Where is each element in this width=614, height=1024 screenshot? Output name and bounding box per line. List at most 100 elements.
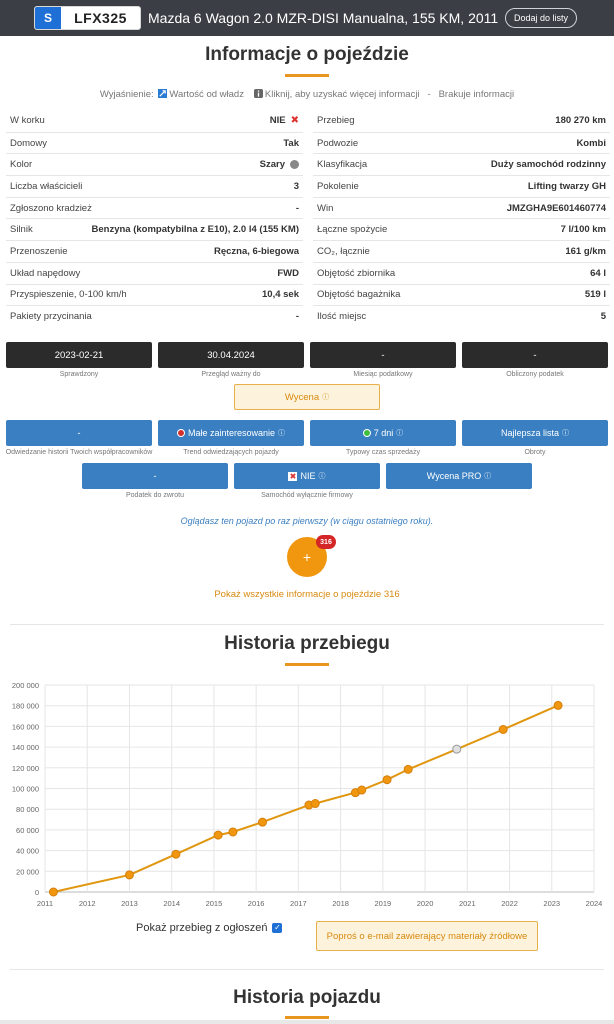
legend-prefix: Wyjaśnienie:	[99, 89, 154, 100]
first-time-note: Oglądasz ten pojazd po raz pierwszy (w c…	[180, 516, 434, 526]
info-icon: ⓘ	[322, 394, 330, 401]
stat-value: NIE	[300, 471, 316, 481]
info-label: Układ napędowy	[10, 267, 81, 279]
title-underline	[285, 74, 329, 77]
ad-mileage-point	[452, 744, 462, 754]
info-icon: ⓘ	[318, 473, 326, 480]
y-tick-label: 100 000	[12, 785, 39, 794]
info-row-mileage: Przebieg 180 270 km	[313, 110, 610, 132]
info-value: 10,4 sek	[262, 289, 299, 301]
count-badge: 316	[316, 535, 336, 549]
vehicle-title: Mazda 6 Wagon 2.0 MZR-DISI Manualna, 155…	[148, 10, 499, 26]
mileage-point	[498, 725, 508, 735]
info-label: Objętość zbiornika	[317, 267, 396, 279]
info-label: Przyspieszenie, 0-100 km/h	[10, 289, 127, 301]
info-row-body: Podwozie Kombi	[313, 131, 610, 154]
stat-value: -	[153, 471, 157, 481]
y-tick-label: 180 000	[12, 702, 39, 711]
visitor-trend-box[interactable]: Małe zainteresowanie ⓘ	[158, 420, 304, 446]
y-tick-label: 0	[35, 888, 39, 897]
info-label: Zgłoszono kradzież	[10, 202, 92, 214]
info-label: Podwozie	[317, 137, 359, 149]
stat-value: -	[77, 428, 81, 438]
info-value: FWD	[277, 267, 299, 279]
title-underline	[285, 1016, 329, 1019]
mileage-point	[48, 887, 58, 897]
mileage-point	[228, 827, 238, 837]
info-label: Pokolenie	[317, 180, 359, 192]
info-value: -	[295, 311, 299, 323]
info-label: CO₂, łącznie	[317, 245, 370, 257]
sale-time-box[interactable]: 7 dni ⓘ	[310, 420, 456, 446]
legend-click: Kliknij, aby uzyskać więcej informacji	[264, 89, 420, 100]
y-tick-label: 20 000	[16, 867, 39, 876]
info-value: JMZGHA9E601460774	[506, 202, 606, 214]
mileage-section-title: Historia przebiegu	[224, 633, 390, 654]
mileage-point	[171, 849, 181, 859]
info-label: W korku	[10, 115, 45, 127]
company-car-box[interactable]: ✖ NIE ⓘ	[234, 463, 380, 489]
info-value: Szary	[259, 159, 285, 171]
info-row-color: Kolor Szary	[6, 153, 303, 175]
info-row-domestic: Domowy Tak	[6, 131, 303, 154]
stat-value: Małe zainteresowanie	[187, 428, 276, 438]
info-icon: ⓘ	[562, 430, 570, 437]
authority-icon	[158, 89, 168, 98]
tax-refund-box[interactable]: -	[82, 463, 228, 489]
info-value: 64 l	[590, 267, 606, 279]
show-all-info-link[interactable]: Pokaż wszystkie informacje o pojeździe 3…	[214, 589, 400, 600]
x-tick-label: 2022	[501, 899, 518, 908]
info-row-acceleration: Przyspieszenie, 0-100 km/h 10,4 sek	[6, 283, 303, 306]
info-label: Łączne spożycie	[317, 224, 388, 236]
request-source-email-button[interactable]: Poproś o e-mail zawierający materiały źr…	[316, 921, 538, 951]
legend-missing: Brakuje informacji	[438, 89, 515, 100]
x-tick-label: 2013	[121, 899, 138, 908]
info-label: Kolor	[10, 159, 33, 171]
info-icon: ⓘ	[396, 430, 404, 437]
turnover-box[interactable]: Najlepsza lista ⓘ	[462, 420, 608, 446]
red-x-icon: ✖	[290, 115, 299, 127]
info-row-vin: Win JMZGHA9E601460774	[313, 196, 610, 219]
info-value-wrapper: NIE ✖	[270, 115, 299, 126]
info-row-transmission: Przenoszenie Ręczna, 6-biegowa	[6, 240, 303, 262]
y-tick-label: 60 000	[16, 826, 39, 835]
checkbox-checked-icon[interactable]: ✓	[272, 923, 283, 933]
coworker-history-box[interactable]: -	[6, 420, 152, 446]
show-ads-toggle[interactable]: Pokaż przebieg z ogłoszeń ✓	[136, 922, 283, 934]
info-value: 3	[293, 180, 299, 192]
x-tick-label: 2015	[206, 899, 223, 908]
info-value: NIE	[269, 115, 286, 127]
x-tick-label: 2021	[459, 899, 476, 908]
info-row-in-traffic: W korku NIE ✖	[6, 110, 303, 132]
stat-value: Wycena PRO	[426, 471, 482, 481]
add-to-list-button[interactable]: Dodaj do listy	[505, 8, 578, 28]
mileage-point	[257, 817, 267, 827]
visitor-trend-caption: Trend odwiedzających pojazdy	[183, 449, 279, 456]
y-tick-label: 80 000	[16, 805, 39, 814]
mileage-point	[124, 870, 134, 880]
show-ads-label: Pokaż przebieg z ogłoszeń	[136, 922, 268, 934]
info-value: Benzyna (kompatybilna z E10), 2.0 l4 (15…	[91, 224, 299, 236]
country-code: S	[35, 7, 61, 29]
valuation-button[interactable]: Wycena ⓘ	[234, 384, 380, 410]
info-right-column: Przebieg 180 270 km Podwozie Kombi Klasyfi…	[313, 110, 610, 327]
sale-time-caption: Typowy czas sprzedaży	[346, 449, 420, 456]
y-tick-label: 140 000	[12, 743, 39, 752]
info-value: Kombi	[576, 137, 606, 149]
x-icon: ✖	[288, 471, 298, 481]
tax-month-caption: Miesiąc podatkowy	[353, 371, 413, 378]
coworker-history-caption: Odwiedzanie historii Twoich współpracown…	[5, 449, 153, 456]
checked-caption: Sprawdzony	[59, 371, 99, 378]
info-row-engine: Silnik Benzyna (kompatybilna z E10), 2.0 …	[6, 218, 303, 240]
valuation-pro-button[interactable]: Wycena PRO ⓘ	[386, 463, 532, 489]
info-label: Domowy	[10, 137, 47, 149]
license-plate: S LFX325	[34, 6, 141, 30]
mileage-point	[403, 764, 413, 774]
mileage-point	[357, 785, 367, 795]
info-icon	[253, 89, 263, 98]
info-icon: ⓘ	[278, 430, 286, 437]
x-tick-label: 2024	[586, 899, 603, 908]
inspection-caption: Przegląd ważny do	[201, 371, 261, 378]
info-value-wrapper: Szary	[260, 159, 299, 170]
tax-refund-caption: Podatek do zwrotu	[126, 492, 184, 499]
